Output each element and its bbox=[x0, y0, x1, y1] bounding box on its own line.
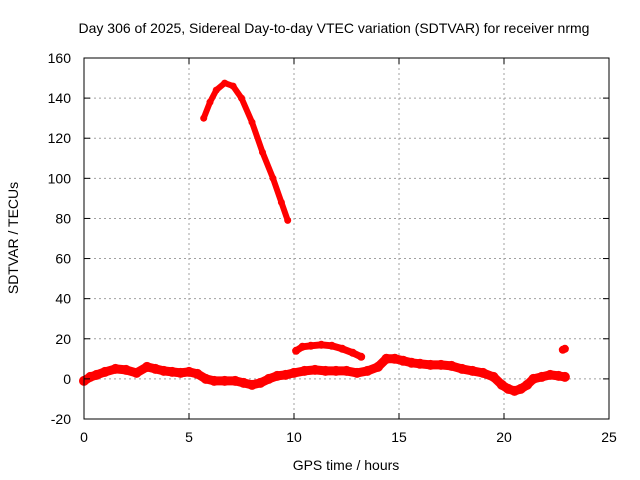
data-point bbox=[230, 375, 241, 386]
data-point bbox=[317, 340, 326, 349]
data-point bbox=[184, 366, 194, 377]
data-point bbox=[238, 94, 245, 102]
grid bbox=[84, 58, 609, 419]
data-point bbox=[175, 367, 186, 378]
y-tick-label: 0 bbox=[63, 371, 71, 387]
ticks: 0 5 10 15 20 25 -20 0 20 40 60 80 100 120 140 160 bbox=[48, 50, 617, 445]
data-point bbox=[331, 365, 341, 376]
y-tick-label: 140 bbox=[48, 90, 72, 106]
data-point bbox=[536, 371, 547, 382]
data-point bbox=[259, 148, 266, 156]
y-axis-label: SDTVAR / TECUs bbox=[5, 182, 21, 294]
data-point bbox=[206, 98, 214, 106]
data-point bbox=[545, 369, 556, 380]
data-point bbox=[131, 367, 142, 378]
data-point bbox=[298, 342, 307, 351]
data-point bbox=[219, 375, 230, 386]
data-point bbox=[289, 367, 299, 378]
data-point bbox=[362, 365, 373, 376]
data-point bbox=[200, 114, 208, 122]
data-point bbox=[341, 365, 352, 376]
data-point bbox=[209, 375, 220, 386]
data-point bbox=[100, 366, 110, 377]
data-point bbox=[389, 353, 400, 364]
x-tick-label: 20 bbox=[496, 429, 512, 445]
data-point bbox=[306, 341, 315, 350]
x-axis-label: GPS time / hours bbox=[293, 457, 400, 473]
data-point bbox=[457, 363, 467, 374]
y-tick-label: 60 bbox=[55, 251, 71, 267]
data-point bbox=[255, 377, 266, 388]
data-point bbox=[142, 361, 152, 372]
data-point bbox=[478, 367, 488, 378]
series-layer bbox=[79, 79, 570, 396]
data-point bbox=[221, 79, 229, 87]
data-point bbox=[373, 361, 383, 372]
data-point bbox=[238, 377, 249, 388]
data-point bbox=[406, 357, 417, 368]
data-point bbox=[200, 373, 211, 384]
data-point bbox=[247, 379, 257, 390]
y-tick-label: 160 bbox=[48, 50, 72, 66]
data-point bbox=[352, 367, 362, 378]
data-point bbox=[320, 365, 331, 376]
data-point bbox=[559, 371, 570, 382]
x-tick-label: 5 bbox=[185, 429, 193, 445]
data-point bbox=[560, 344, 569, 353]
data-point bbox=[310, 364, 320, 375]
y-tick-label: 20 bbox=[55, 331, 71, 347]
x-tick-label: 0 bbox=[80, 429, 88, 445]
data-point bbox=[381, 353, 392, 364]
data-point bbox=[327, 341, 336, 350]
x-tick-label: 10 bbox=[286, 429, 302, 445]
data-point bbox=[167, 366, 178, 377]
data-point bbox=[292, 346, 301, 355]
series-high-arc bbox=[200, 80, 291, 224]
data-point bbox=[229, 82, 237, 90]
data-point bbox=[436, 359, 446, 370]
y-tick-label: 120 bbox=[48, 130, 72, 146]
data-point bbox=[284, 216, 292, 224]
data-point bbox=[280, 369, 291, 380]
x-tick-label: 15 bbox=[391, 429, 407, 445]
data-point bbox=[415, 358, 425, 369]
data-point bbox=[338, 344, 347, 353]
data-point bbox=[269, 174, 277, 182]
chart-title: Day 306 of 2025, Sidereal Day-to-day VTE… bbox=[79, 20, 590, 36]
data-point bbox=[528, 373, 539, 384]
data-point bbox=[263, 373, 274, 384]
data-point bbox=[91, 369, 102, 380]
y-tick-label: -20 bbox=[51, 411, 71, 427]
data-point bbox=[488, 371, 499, 382]
plot-frame bbox=[83, 57, 610, 420]
data-point bbox=[357, 352, 366, 361]
data-point bbox=[248, 118, 256, 126]
data-point bbox=[398, 355, 409, 366]
data-point bbox=[425, 359, 436, 370]
data-point bbox=[150, 363, 161, 374]
data-point bbox=[158, 365, 169, 376]
data-point bbox=[446, 360, 457, 371]
data-point bbox=[121, 364, 131, 375]
data-point bbox=[272, 370, 283, 381]
data-point bbox=[467, 365, 478, 376]
data-point bbox=[212, 86, 220, 94]
data-point bbox=[522, 379, 533, 390]
data-point bbox=[192, 368, 203, 379]
x-tick-label: 25 bbox=[601, 429, 617, 445]
data-point bbox=[299, 365, 310, 376]
data-point bbox=[110, 363, 121, 374]
y-tick-label: 100 bbox=[48, 170, 72, 186]
y-tick-label: 40 bbox=[55, 291, 71, 307]
data-point bbox=[348, 348, 357, 357]
y-tick-label: 80 bbox=[55, 210, 71, 226]
data-point bbox=[277, 198, 285, 206]
